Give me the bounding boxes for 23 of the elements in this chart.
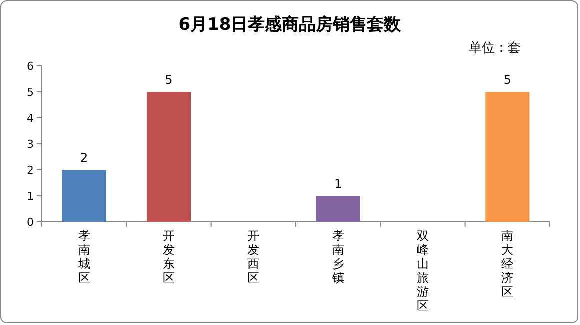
chart-title: 6月18日孝感商品房销售套数 xyxy=(178,15,402,35)
y-tick-label: 1 xyxy=(27,190,34,203)
y-tick-label: 0 xyxy=(27,216,34,229)
data-label: 5 xyxy=(165,73,173,87)
y-tick-label: 3 xyxy=(27,138,34,151)
y-tick-label: 4 xyxy=(27,112,34,125)
data-label: 2 xyxy=(80,151,88,165)
data-label: 1 xyxy=(334,177,342,191)
x-tick-label: 孝南乡镇 xyxy=(331,229,344,285)
x-tick-label: 南大经济区 xyxy=(502,229,514,299)
y-tick-label: 2 xyxy=(27,164,34,177)
bar xyxy=(62,170,106,222)
x-tick-label: 开发西区 xyxy=(248,229,260,285)
x-tick-label: 开发东区 xyxy=(163,229,175,285)
data-label: 5 xyxy=(504,73,512,87)
x-tick-label: 孝南城区 xyxy=(77,229,90,285)
y-tick-label: 6 xyxy=(27,60,34,73)
y-tick-label: 5 xyxy=(27,86,34,99)
bar xyxy=(486,92,530,222)
bar xyxy=(316,196,360,222)
x-tick-label: 双峰山旅游区 xyxy=(417,229,429,313)
bar xyxy=(146,92,192,222)
text: 单位：套 xyxy=(469,41,521,56)
